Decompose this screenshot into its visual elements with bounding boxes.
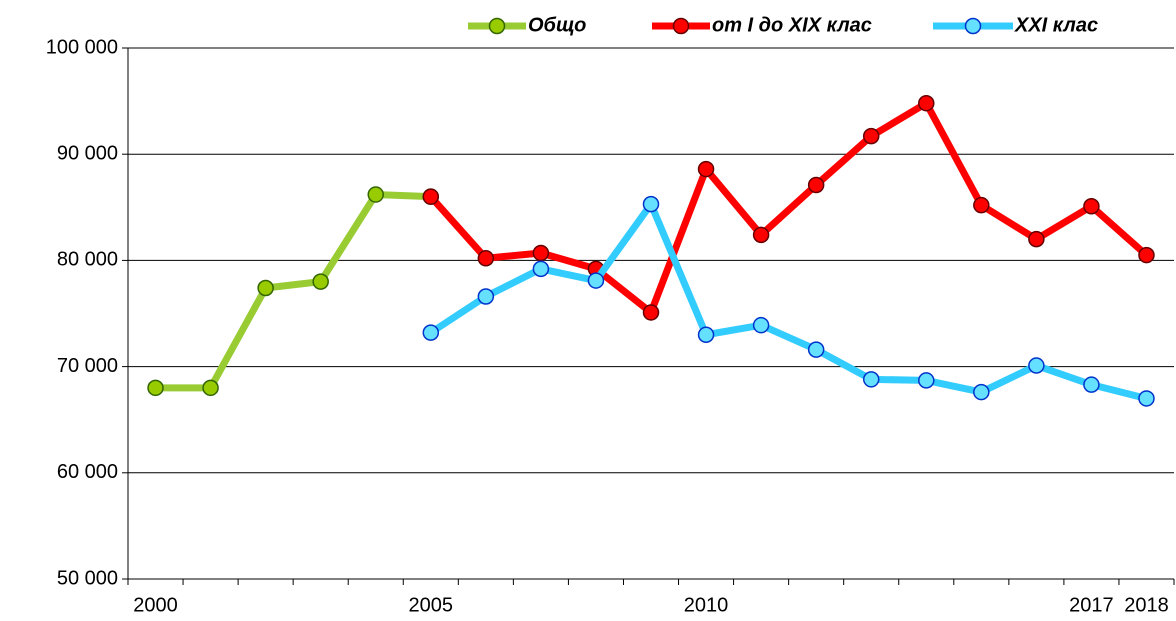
marker — [532, 244, 550, 262]
marker — [918, 94, 935, 112]
y-tick-label: 70 000 — [57, 355, 118, 377]
marker — [422, 188, 440, 205]
marker — [642, 195, 660, 213]
marker — [202, 379, 219, 397]
marker — [147, 379, 164, 397]
y-tick-label: 50 000 — [57, 567, 118, 589]
marker — [752, 316, 770, 334]
legend-label: от I до XIX клас — [712, 14, 872, 36]
y-tick-label: 80 000 — [57, 249, 118, 271]
y-tick-label: 100 000 — [46, 36, 118, 58]
marker — [1083, 376, 1100, 393]
marker — [697, 160, 715, 178]
legend-marker — [964, 17, 982, 35]
marker — [312, 273, 329, 290]
y-tick-label: 90 000 — [57, 142, 118, 164]
marker — [1083, 197, 1100, 215]
series-line — [428, 99, 1149, 316]
marker — [973, 383, 990, 401]
marker — [477, 250, 495, 267]
marker — [862, 371, 880, 388]
marker — [918, 372, 935, 389]
x-tick-label: 2018 — [1124, 594, 1169, 616]
marker — [973, 196, 990, 214]
legend-marker — [488, 17, 506, 35]
marker — [422, 324, 440, 341]
x-tick-label: 2010 — [684, 594, 729, 616]
marker — [532, 260, 550, 278]
marker — [367, 186, 384, 203]
marker — [587, 272, 605, 289]
marker — [697, 326, 715, 343]
marker — [807, 176, 825, 194]
series-line — [428, 200, 1148, 402]
marker — [257, 279, 274, 297]
marker — [642, 304, 660, 321]
y-tick-label: 60 000 — [57, 461, 118, 483]
marker — [477, 288, 495, 305]
marker — [1028, 230, 1045, 248]
legend-label: Общо — [528, 14, 586, 36]
marker — [1138, 246, 1155, 264]
x-tick-label: 2005 — [409, 594, 454, 616]
legend-label: XXI клас — [1014, 14, 1098, 36]
x-tick-label: 2017 — [1069, 594, 1114, 616]
legend-marker — [672, 17, 690, 35]
marker — [1028, 357, 1045, 374]
marker — [862, 127, 880, 145]
marker — [1138, 390, 1155, 407]
series-line — [155, 191, 431, 392]
marker — [752, 226, 770, 244]
x-tick-label: 2000 — [133, 594, 178, 616]
marker — [807, 341, 825, 358]
